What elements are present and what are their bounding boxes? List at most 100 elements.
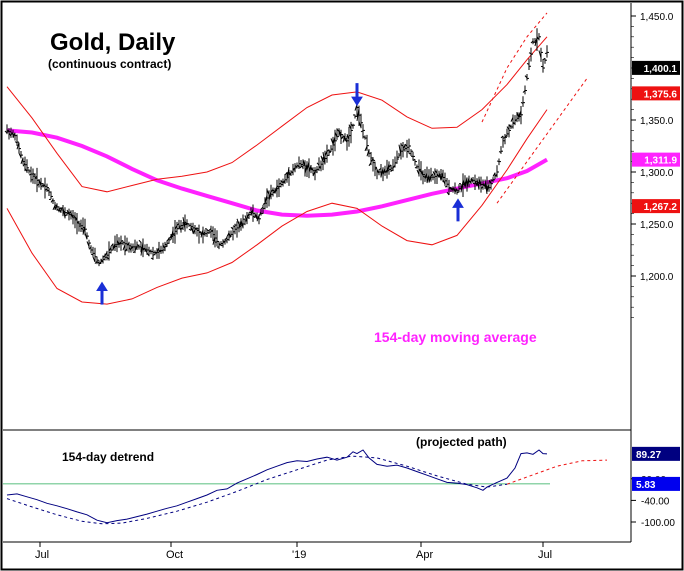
price-bar-open xyxy=(206,229,210,232)
price-bar-open xyxy=(372,159,376,162)
price-bar xyxy=(50,198,55,205)
price-bar-open xyxy=(396,156,400,159)
price-bar-open xyxy=(330,138,334,145)
price-bar-open xyxy=(232,225,236,228)
price-bar-open xyxy=(512,121,516,125)
price-bar xyxy=(48,191,53,201)
price-bar-open xyxy=(442,179,446,185)
price-bar-open xyxy=(152,253,156,256)
price-bar-open xyxy=(10,133,14,135)
price-bar-open xyxy=(534,37,538,47)
price-bar-open xyxy=(432,171,436,176)
price-bar-open xyxy=(332,136,336,145)
price-bar-open xyxy=(518,110,522,119)
price-bar-open xyxy=(312,171,316,177)
price-bar-open xyxy=(348,124,352,130)
price-bar-open xyxy=(198,231,202,234)
price-bar xyxy=(410,151,415,161)
price-bar-open xyxy=(34,175,38,179)
price-bar-open xyxy=(94,261,98,264)
price-bar-open xyxy=(196,228,200,230)
price-bar-open xyxy=(150,257,154,260)
price-bar-open xyxy=(248,211,252,214)
price-panel xyxy=(4,12,588,305)
price-bar-open xyxy=(20,157,24,164)
x-tick-label: Apr xyxy=(416,549,433,561)
lower-band xyxy=(6,109,548,305)
price-bar-open xyxy=(222,240,226,243)
price-bar-open xyxy=(454,188,458,193)
price-bar-open xyxy=(382,168,386,175)
price-bar-open xyxy=(46,189,50,192)
price-label-text: 1,267.2 xyxy=(644,202,678,213)
price-bar-open xyxy=(430,173,434,177)
price-bar xyxy=(364,134,369,152)
price-label-text: 1,311.9 xyxy=(644,156,677,167)
price-bar-open xyxy=(190,226,194,233)
price-bar-open xyxy=(256,215,260,222)
price-bar xyxy=(84,232,89,240)
price-bar xyxy=(488,179,493,190)
price-bar-open xyxy=(476,178,480,190)
price-bar-open xyxy=(254,213,258,220)
y-tick-label: 1,300.0 xyxy=(640,168,674,179)
oscillator-panel xyxy=(3,449,608,525)
price-bar-open xyxy=(230,226,234,230)
projected-path-label: (projected path) xyxy=(416,435,507,449)
price-label-box xyxy=(632,152,680,167)
price-bar-open xyxy=(218,243,222,246)
price-bar xyxy=(16,142,21,154)
price-bar-open xyxy=(210,229,214,232)
price-bar xyxy=(44,183,49,192)
price-bar-open xyxy=(526,63,530,65)
price-bar-open xyxy=(266,189,270,195)
price-bar-open xyxy=(32,173,36,176)
price-bar-open xyxy=(316,162,320,166)
price-bar xyxy=(14,134,19,146)
smoothed-cycle xyxy=(6,455,508,525)
chart-title: Gold, Daily xyxy=(50,29,176,56)
price-bar-open xyxy=(86,241,90,247)
price-bar-open xyxy=(508,124,512,128)
price-bar-open xyxy=(380,168,384,177)
price-bar xyxy=(490,177,495,183)
price-bar-open xyxy=(184,221,188,226)
price-bar-open xyxy=(72,215,76,218)
price-bar-open xyxy=(128,246,132,251)
price-bar-open xyxy=(368,162,372,167)
price-bar-open xyxy=(386,163,390,174)
arrow-head xyxy=(452,198,464,208)
price-bar-open xyxy=(506,126,510,130)
price-bar xyxy=(94,256,99,265)
price-bar-open xyxy=(328,150,332,153)
price-bar xyxy=(334,128,339,140)
price-bar-open xyxy=(544,52,548,55)
price-bar xyxy=(520,96,525,107)
osc-value-text: 89.27 xyxy=(636,450,661,461)
price-bar-open xyxy=(418,168,422,173)
price-bar xyxy=(18,151,23,159)
price-bar-open xyxy=(378,168,382,171)
price-bar xyxy=(526,58,531,70)
price-label: 1,400.1 xyxy=(632,60,680,75)
price-bar-open xyxy=(520,101,524,104)
price-bar xyxy=(358,113,363,129)
price-bar-open xyxy=(470,177,474,183)
price-bar-open xyxy=(18,152,22,158)
price-bar-open xyxy=(90,253,94,256)
price-bar-open xyxy=(370,158,374,163)
blue-up-arrow xyxy=(96,281,108,305)
price-bar-open xyxy=(392,164,396,169)
price-bar-open xyxy=(374,167,378,170)
price-bar-open xyxy=(404,143,408,147)
price-bar-open xyxy=(460,181,464,193)
price-bar-open xyxy=(220,244,224,247)
price-bar-open xyxy=(4,130,8,134)
price-bar-open xyxy=(426,174,430,184)
price-bar-open xyxy=(398,144,402,156)
projected-lower-band xyxy=(496,78,588,204)
price-bar-open xyxy=(306,161,310,171)
price-bar-open xyxy=(434,170,438,174)
price-bar-open xyxy=(514,119,518,122)
